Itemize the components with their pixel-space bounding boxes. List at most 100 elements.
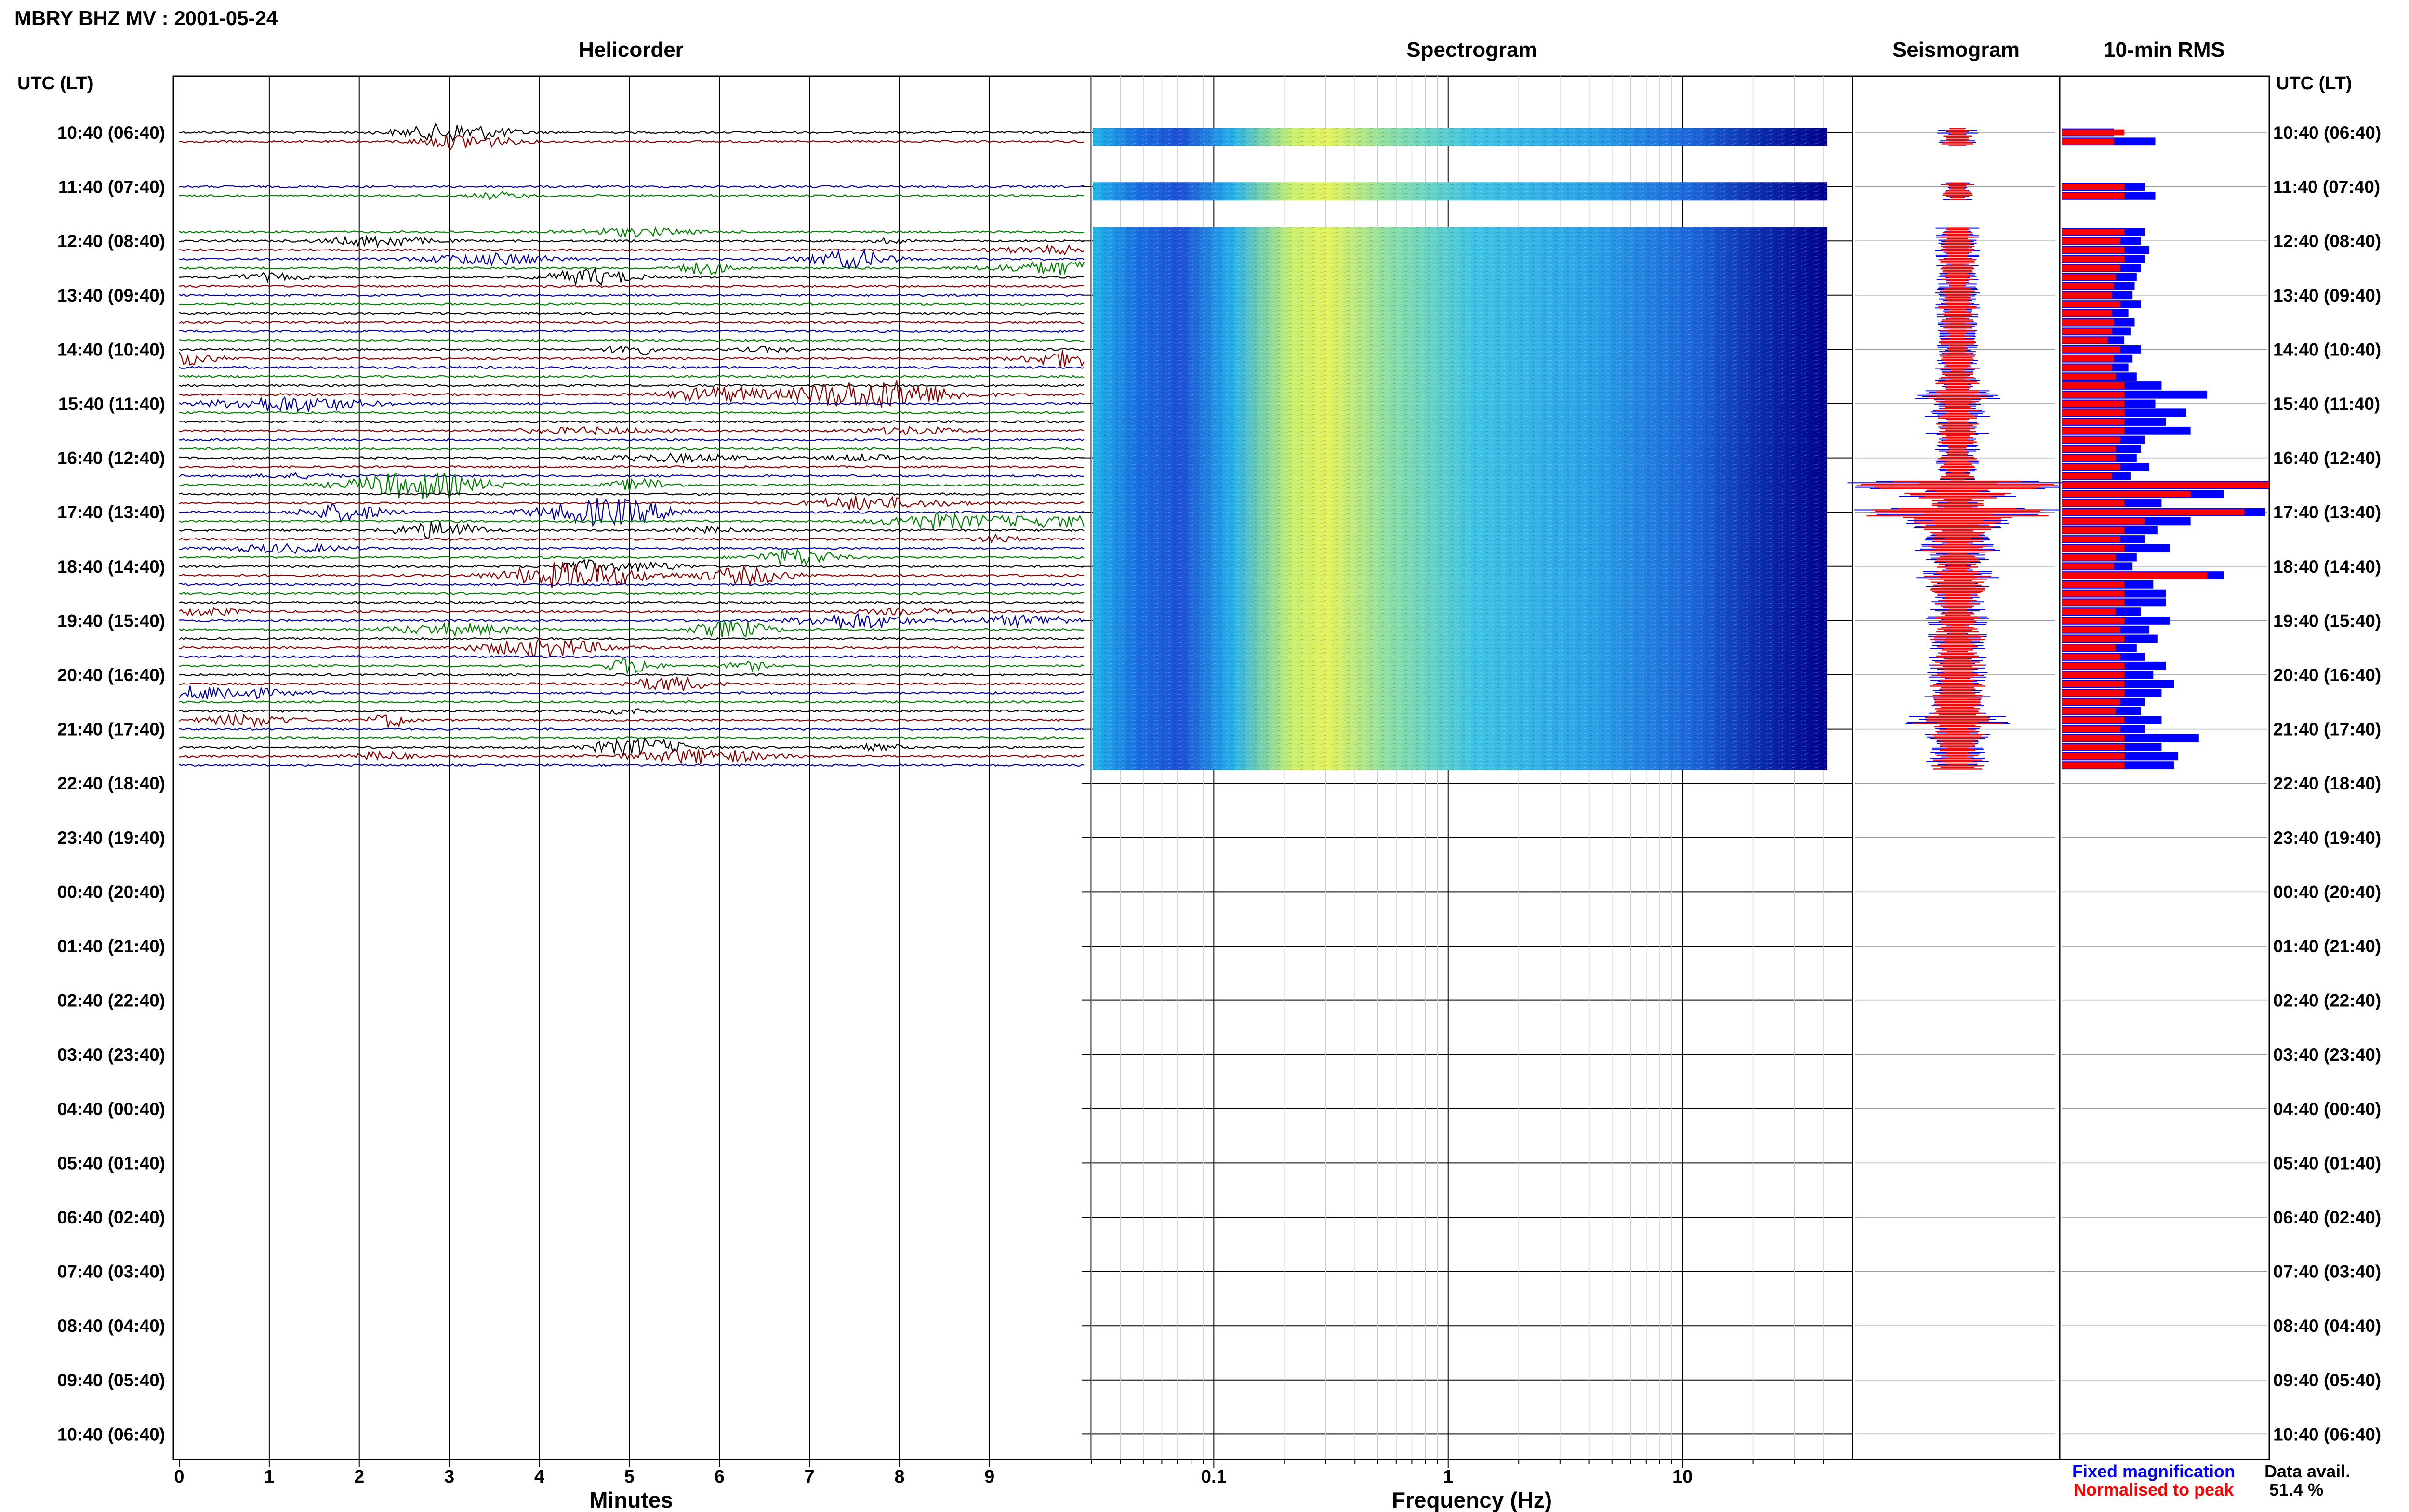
hour-label-right: 03:40 (23:40) [2273, 1045, 2381, 1065]
hour-label-right: 08:40 (04:40) [2273, 1316, 2381, 1336]
spectrogram-row-texture [1093, 552, 1827, 563]
helicorder-trace [179, 244, 1085, 256]
spectrogram-row-texture [1093, 272, 1827, 282]
hour-label-right: 14:40 (10:40) [2273, 340, 2381, 359]
helicorder-trace [179, 655, 1085, 659]
helicorder-trace [179, 498, 1085, 528]
spectrogram-row-texture [1093, 480, 1827, 490]
spectrogram-row-texture [1093, 761, 1827, 770]
spectrogram-row-texture [1093, 634, 1827, 644]
hour-label-left: 12:40 (08:40) [57, 231, 165, 251]
rms-bar-normalised [2062, 391, 2124, 398]
spectrogram-row-texture [1093, 182, 1827, 192]
rms-bar-normalised [2062, 509, 2245, 515]
helicorder-trace [179, 736, 1085, 740]
helicorder-trace [179, 226, 1085, 238]
rms-bar-normalised [2062, 373, 2116, 380]
spectrogram-row-texture [1093, 354, 1827, 364]
helicorder-trace [179, 637, 1085, 641]
rms-bar-normalised [2062, 500, 2124, 506]
hour-label-left: 11:40 (07:40) [58, 177, 165, 197]
minute-tick-label: 7 [804, 1467, 814, 1487]
helicorder-trace [179, 763, 1085, 767]
spectrogram-row-texture [1093, 381, 1827, 391]
rms-bars [2062, 128, 2269, 770]
rms-bar-normalised [2062, 527, 2124, 534]
hour-label-left: 15:40 (11:40) [58, 394, 165, 414]
rms-bar-normalised [2062, 518, 2145, 525]
rms-bar-normalised [2062, 717, 2124, 723]
hour-label-left: 00:40 (20:40) [57, 882, 165, 902]
helicorder-trace [179, 676, 1085, 692]
availability-label: Data avail. [2264, 1461, 2350, 1481]
x-axis-label-frequency: Frequency (Hz) [1392, 1487, 1552, 1512]
spectrogram-row-texture [1093, 263, 1827, 273]
helicorder-trace [179, 185, 1085, 189]
spectrogram-row-texture [1093, 706, 1827, 716]
rms-bar-normalised [2062, 400, 2124, 407]
helicorder-trace [179, 472, 1085, 480]
panel-title-helicorder: Helicorder [579, 38, 684, 62]
helicorder-frame [172, 75, 1092, 1460]
legend-fixed: Fixed magnification [2072, 1461, 2235, 1481]
spectrogram-row-texture [1093, 308, 1827, 318]
rms-bar-normalised [2062, 446, 2116, 452]
helicorder-trace [179, 426, 1085, 436]
helicorder-trace [179, 329, 1085, 333]
rms-bar-normalised [2062, 681, 2124, 687]
spectrogram-image [1093, 128, 1827, 770]
panel-title-spectrogram: Spectrogram [1406, 38, 1537, 62]
rms-bar-normalised [2062, 328, 2112, 335]
helicorder-trace [179, 293, 1085, 297]
helicorder-trace [179, 533, 1085, 544]
rms-bar-normalised [2062, 256, 2124, 263]
hour-label-right: 17:40 (13:40) [2273, 502, 2381, 522]
helicorder-trace [179, 658, 1085, 674]
hour-label-right: 23:40 (19:40) [2273, 828, 2381, 848]
hour-label-left: 10:40 (06:40) [57, 123, 165, 143]
rms-bar-normalised [2062, 419, 2124, 425]
helicorder-trace [179, 302, 1085, 306]
rms-bar-normalised [2062, 618, 2124, 624]
spectrogram-row-texture [1093, 408, 1827, 418]
rms-bar-normalised [2062, 662, 2124, 669]
utc-label-left: UTC (LT) [17, 73, 93, 93]
hour-label-left: 04:40 (00:40) [57, 1099, 165, 1119]
hour-label-right: 22:40 (18:40) [2273, 774, 2381, 793]
hour-label-right: 05:40 (01:40) [2273, 1153, 2381, 1173]
rms-bar-normalised [2062, 364, 2112, 371]
helicorder-trace [179, 465, 1085, 469]
helicorder-trace [179, 713, 1085, 729]
spectrogram-row-texture [1093, 417, 1827, 427]
hour-label-left: 01:40 (21:40) [57, 936, 165, 956]
helicorder-trace [179, 737, 1085, 758]
spectrogram-row-texture [1093, 345, 1827, 355]
rms-bar-normalised [2062, 590, 2124, 597]
rms-bar-normalised [2062, 319, 2114, 326]
rms-bar-normalised [2062, 708, 2116, 714]
rms-bar-normalised [2062, 581, 2124, 588]
spectrogram-row-texture [1093, 245, 1827, 255]
rms-bar-normalised [2062, 355, 2114, 362]
hour-label-right: 10:40 (06:40) [2273, 1424, 2381, 1444]
spectrogram-row-texture [1093, 688, 1827, 698]
hour-label-right: 21:40 (17:40) [2273, 720, 2381, 739]
spectrogram-row-texture [1093, 489, 1827, 499]
hour-label-left: 02:40 (22:40) [57, 991, 165, 1011]
minute-tick-label: 0 [174, 1467, 184, 1487]
helicorder-trace [179, 619, 1085, 638]
rms-bar-normalised [2062, 671, 2124, 678]
rms-bar-normalised [2062, 599, 2124, 606]
helicorder-trace [179, 350, 1085, 368]
minute-tick-label: 8 [894, 1467, 904, 1487]
rms-bar-normalised [2062, 698, 2120, 705]
rms-bar-normalised [2062, 292, 2112, 299]
hour-label-left: 06:40 (02:40) [57, 1208, 165, 1227]
rms-bar-normalised [2062, 138, 2114, 145]
helicorder-trace [179, 592, 1085, 595]
rms-bar-normalised [2062, 265, 2120, 271]
helicorder-traces [179, 122, 1085, 767]
rms-bar-normalised [2062, 229, 2124, 235]
spectrogram-row-texture [1093, 543, 1827, 553]
